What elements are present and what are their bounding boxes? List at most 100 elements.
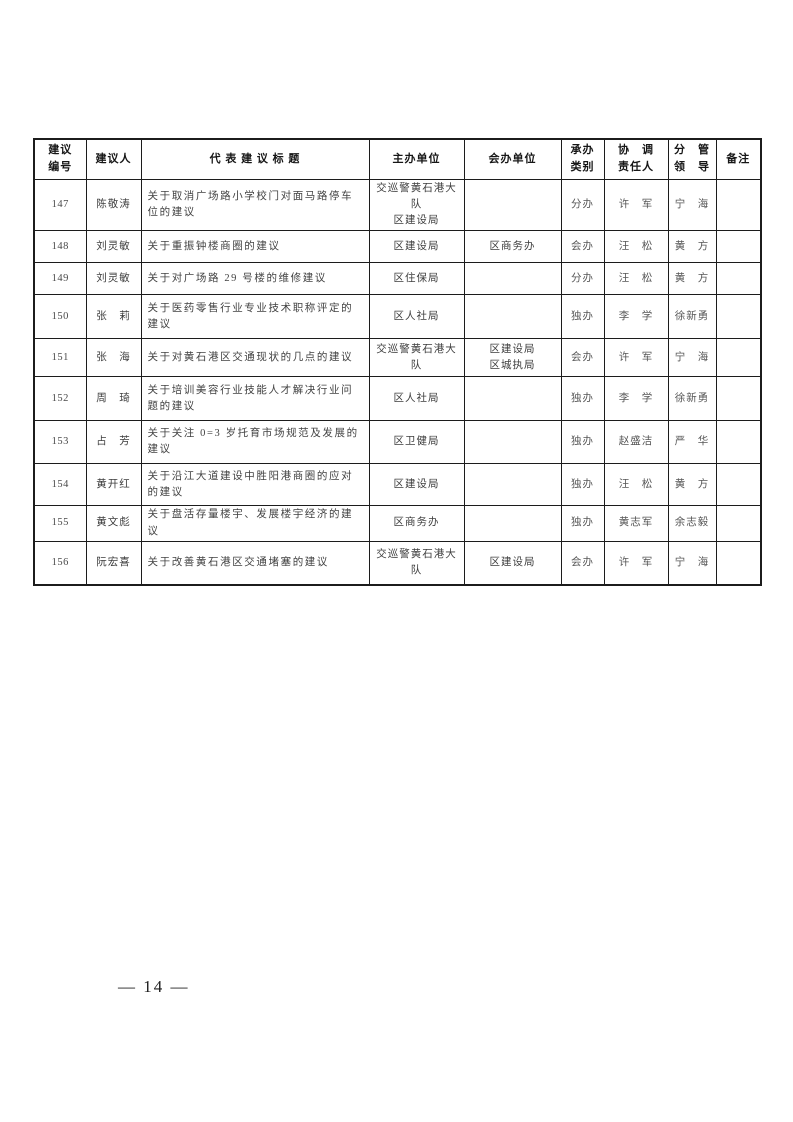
col-header-coordinator: 协 调 责任人 (603, 138, 669, 180)
cell-leader: 徐新勇 (667, 294, 717, 340)
cell-leader: 宁 海 (667, 178, 717, 232)
table-row: 150 张 莉 关于医药零售行业专业技术职称评定的建议 区人社局 独办 李 学 … (33, 294, 762, 340)
cell-remark (715, 178, 762, 232)
cell-category: 会办 (560, 338, 605, 378)
cell-leader: 黄 方 (667, 230, 717, 264)
cell-proposer: 黄文彪 (85, 505, 142, 542)
cell-remark (715, 505, 762, 542)
cell-main-unit: 区建设局 (368, 230, 465, 264)
col-header-co-unit: 会办单位 (463, 138, 562, 180)
cell-leader: 宁 海 (667, 338, 717, 378)
table-header-row: 建议 编号 建议人 代 表 建 议 标 题 主办单位 会办单位 承办 类别 协 … (33, 138, 762, 180)
cell-main-unit: 区人社局 (368, 294, 465, 340)
cell-proposer: 张 海 (85, 338, 142, 378)
cell-leader: 徐新勇 (667, 376, 717, 422)
cell-co-unit: 区建设局 (463, 540, 562, 586)
cell-category: 分办 (560, 178, 605, 232)
cell-category: 独办 (560, 463, 605, 507)
cell-proposal-id: 152 (33, 376, 87, 422)
col-header-proposer: 建议人 (85, 138, 142, 180)
cell-proposer: 刘灵敏 (85, 262, 142, 296)
cell-remark (715, 262, 762, 296)
cell-main-unit: 交巡警黄石港大队 区建设局 (368, 178, 465, 232)
cell-proposer: 陈敬涛 (85, 178, 142, 232)
cell-coordinator: 许 军 (603, 178, 669, 232)
cell-co-unit (463, 505, 562, 542)
cell-coordinator: 汪 松 (603, 230, 669, 264)
cell-co-unit: 区商务办 (463, 230, 562, 264)
page-number: — 14 — (118, 977, 190, 996)
cell-main-unit: 区人社局 (368, 376, 465, 422)
cell-coordinator: 赵盛洁 (603, 420, 669, 465)
cell-category: 会办 (560, 230, 605, 264)
cell-title: 关于盘活存量楼宇、发展楼宇经济的建议 (140, 505, 370, 542)
table-row: 151 张 海 关于对黄石港区交通现状的几点的建议 交巡警黄石港大队 区建设局 … (33, 338, 762, 378)
cell-title: 关于沿江大道建设中胜阳港商圈的应对的建议 (140, 463, 370, 507)
cell-title: 关于培训美容行业技能人才解决行业问题的建议 (140, 376, 370, 422)
col-header-main-unit: 主办单位 (368, 138, 465, 180)
cell-co-unit (463, 178, 562, 232)
cell-leader: 黄 方 (667, 463, 717, 507)
cell-proposal-id: 150 (33, 294, 87, 340)
cell-main-unit: 交巡警黄石港大队 (368, 540, 465, 586)
col-header-category: 承办 类别 (560, 138, 605, 180)
cell-coordinator: 黄志军 (603, 505, 669, 542)
cell-proposer: 阮宏喜 (85, 540, 142, 586)
cell-category: 独办 (560, 376, 605, 422)
cell-category: 独办 (560, 420, 605, 465)
cell-proposal-id: 155 (33, 505, 87, 542)
cell-title: 关于对广场路 29 号楼的维修建议 (140, 262, 370, 296)
cell-co-unit: 区建设局 区城执局 (463, 338, 562, 378)
cell-coordinator: 许 军 (603, 540, 669, 586)
cell-proposal-id: 148 (33, 230, 87, 264)
proposals-table: 建议 编号 建议人 代 表 建 议 标 题 主办单位 会办单位 承办 类别 协 … (33, 138, 762, 587)
cell-proposal-id: 156 (33, 540, 87, 586)
cell-co-unit (463, 376, 562, 422)
cell-remark (715, 540, 762, 586)
table-row: 153 占 芳 关于关注 0=3 岁托育市场规范及发展的建议 区卫健局 独办 赵… (33, 420, 762, 465)
cell-main-unit: 区卫健局 (368, 420, 465, 465)
col-header-proposal-id: 建议 编号 (33, 138, 87, 180)
cell-leader: 宁 海 (667, 540, 717, 586)
cell-leader: 严 华 (667, 420, 717, 465)
cell-proposal-id: 154 (33, 463, 87, 507)
col-header-title: 代 表 建 议 标 题 (140, 138, 370, 180)
cell-proposer: 张 莉 (85, 294, 142, 340)
col-header-leader: 分 管 领 导 (667, 138, 717, 180)
cell-co-unit (463, 463, 562, 507)
cell-proposal-id: 151 (33, 338, 87, 378)
cell-co-unit (463, 262, 562, 296)
cell-coordinator: 李 学 (603, 294, 669, 340)
cell-leader: 余志毅 (667, 505, 717, 542)
cell-category: 会办 (560, 540, 605, 586)
cell-proposer: 周 琦 (85, 376, 142, 422)
table-row: 147 陈敬涛 关于取消广场路小学校门对面马路停车位的建议 交巡警黄石港大队 区… (33, 178, 762, 232)
cell-co-unit (463, 294, 562, 340)
cell-proposal-id: 153 (33, 420, 87, 465)
cell-remark (715, 338, 762, 378)
cell-remark (715, 376, 762, 422)
cell-remark (715, 230, 762, 264)
table-row: 149 刘灵敏 关于对广场路 29 号楼的维修建议 区住保局 分办 汪 松 黄 … (33, 262, 762, 296)
cell-remark (715, 463, 762, 507)
cell-title: 关于改善黄石港区交通堵塞的建议 (140, 540, 370, 586)
cell-proposer: 占 芳 (85, 420, 142, 465)
cell-coordinator: 许 军 (603, 338, 669, 378)
cell-coordinator: 李 学 (603, 376, 669, 422)
col-header-remark: 备注 (715, 138, 762, 180)
cell-main-unit: 区建设局 (368, 463, 465, 507)
cell-main-unit: 区商务办 (368, 505, 465, 542)
table-row: 154 黄开红 关于沿江大道建设中胜阳港商圈的应对的建议 区建设局 独办 汪 松… (33, 463, 762, 507)
cell-title: 关于医药零售行业专业技术职称评定的建议 (140, 294, 370, 340)
cell-category: 独办 (560, 505, 605, 542)
cell-coordinator: 汪 松 (603, 463, 669, 507)
cell-remark (715, 420, 762, 465)
cell-main-unit: 区住保局 (368, 262, 465, 296)
cell-main-unit: 交巡警黄石港大队 (368, 338, 465, 378)
cell-leader: 黄 方 (667, 262, 717, 296)
table-row: 148 刘灵敏 关于重振钟楼商圈的建议 区建设局 区商务办 会办 汪 松 黄 方 (33, 230, 762, 264)
cell-co-unit (463, 420, 562, 465)
cell-coordinator: 汪 松 (603, 262, 669, 296)
cell-title: 关于取消广场路小学校门对面马路停车位的建议 (140, 178, 370, 232)
